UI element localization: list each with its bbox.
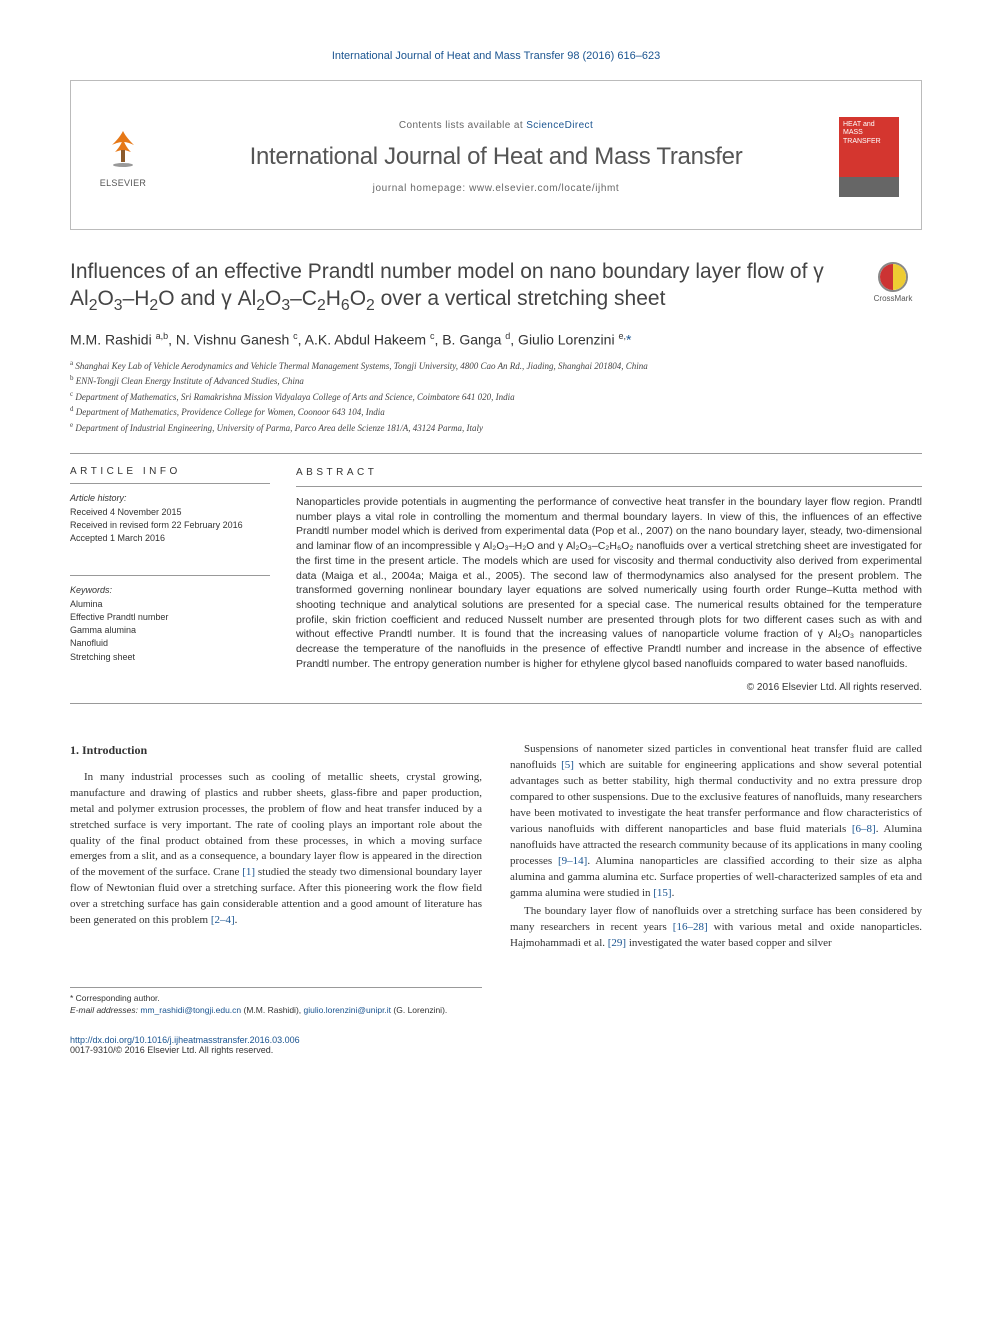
homepage-url[interactable]: www.elsevier.com/locate/ijhmt	[469, 183, 619, 194]
crossmark-label: CrossMark	[864, 294, 922, 303]
intro-paragraph-1: In many industrial processes such as coo…	[70, 770, 482, 929]
introduction-heading: 1. Introduction	[70, 742, 482, 759]
footnotes: * Corresponding author. E-mail addresses…	[70, 987, 482, 1017]
email-author-1: (M.M. Rashidi),	[241, 1005, 303, 1015]
journal-header-box: ELSEVIER Contents lists available at Sci…	[70, 80, 922, 230]
info-abstract-row: ARTICLE INFO Article history: Received 4…	[70, 466, 922, 695]
email-link-1[interactable]: mm_rashidi@tongji.edu.cn	[140, 1005, 241, 1015]
keywords-label: Keywords:	[70, 584, 270, 597]
homepage-prefix: journal homepage:	[373, 183, 469, 194]
email-label: E-mail addresses:	[70, 1005, 140, 1015]
crossmark-icon	[878, 262, 908, 292]
crossmark-badge[interactable]: CrossMark	[864, 262, 922, 303]
title-row: Influences of an effective Prandtl numbe…	[70, 258, 922, 317]
publisher-logo: ELSEVIER	[93, 127, 153, 188]
journal-homepage: journal homepage: www.elsevier.com/locat…	[153, 183, 839, 194]
elsevier-tree-icon	[93, 127, 153, 176]
keywords-block: Keywords: AluminaEffective Prandtl numbe…	[70, 575, 270, 663]
publisher-name: ELSEVIER	[93, 178, 153, 188]
contents-prefix: Contents lists available at	[399, 120, 526, 131]
journal-citation: International Journal of Heat and Mass T…	[70, 50, 922, 62]
divider-top	[70, 453, 922, 454]
cover-text: HEAT and MASS TRANSFER	[839, 117, 899, 150]
intro-paragraph-3: The boundary layer flow of nanofluids ov…	[510, 904, 922, 952]
affiliations-list: a Shanghai Key Lab of Vehicle Aerodynami…	[70, 358, 922, 436]
journal-cover-thumbnail: HEAT and MASS TRANSFER	[839, 117, 899, 197]
copyright-abstract: © 2016 Elsevier Ltd. All rights reserved…	[296, 681, 922, 695]
body-col-left: 1. Introduction In many industrial proce…	[70, 742, 482, 1017]
corresponding-note: * Corresponding author.	[70, 993, 482, 1005]
email-link-2[interactable]: giulio.lorenzini@unipr.it	[304, 1005, 392, 1015]
body-columns: 1. Introduction In many industrial proce…	[70, 742, 922, 1017]
article-info-label: ARTICLE INFO	[70, 466, 270, 477]
page-footer: http://dx.doi.org/10.1016/j.ijheatmasstr…	[70, 1035, 922, 1055]
doi-link[interactable]: http://dx.doi.org/10.1016/j.ijheatmasstr…	[70, 1035, 300, 1045]
abstract-text: Nanoparticles provide potentials in augm…	[296, 495, 922, 671]
history-label: Article history:	[70, 492, 270, 505]
article-info-column: ARTICLE INFO Article history: Received 4…	[70, 466, 270, 695]
contents-available: Contents lists available at ScienceDirec…	[153, 120, 839, 131]
page-container: International Journal of Heat and Mass T…	[0, 0, 992, 1095]
intro-paragraph-2: Suspensions of nanometer sized particles…	[510, 742, 922, 901]
keywords-list: AluminaEffective Prandtl numberGamma alu…	[70, 598, 270, 663]
body-col-right: Suspensions of nanometer sized particles…	[510, 742, 922, 1017]
history-dates: Received 4 November 2015Received in revi…	[70, 506, 270, 545]
email-addresses: E-mail addresses: mm_rashidi@tongji.edu.…	[70, 1005, 482, 1017]
issn-copyright: 0017-9310/© 2016 Elsevier Ltd. All right…	[70, 1045, 273, 1055]
journal-title: International Journal of Heat and Mass T…	[153, 143, 839, 171]
abstract-column: ABSTRACT Nanoparticles provide potential…	[296, 466, 922, 695]
authors-list: M.M. Rashidi a,b, N. Vishnu Ganesh c, A.…	[70, 331, 922, 348]
email-author-2: (G. Lorenzini).	[391, 1005, 447, 1015]
article-title: Influences of an effective Prandtl numbe…	[70, 258, 856, 317]
sciencedirect-link[interactable]: ScienceDirect	[526, 120, 593, 131]
journal-info: Contents lists available at ScienceDirec…	[153, 120, 839, 194]
divider-mid	[70, 703, 922, 704]
abstract-label: ABSTRACT	[296, 466, 922, 480]
